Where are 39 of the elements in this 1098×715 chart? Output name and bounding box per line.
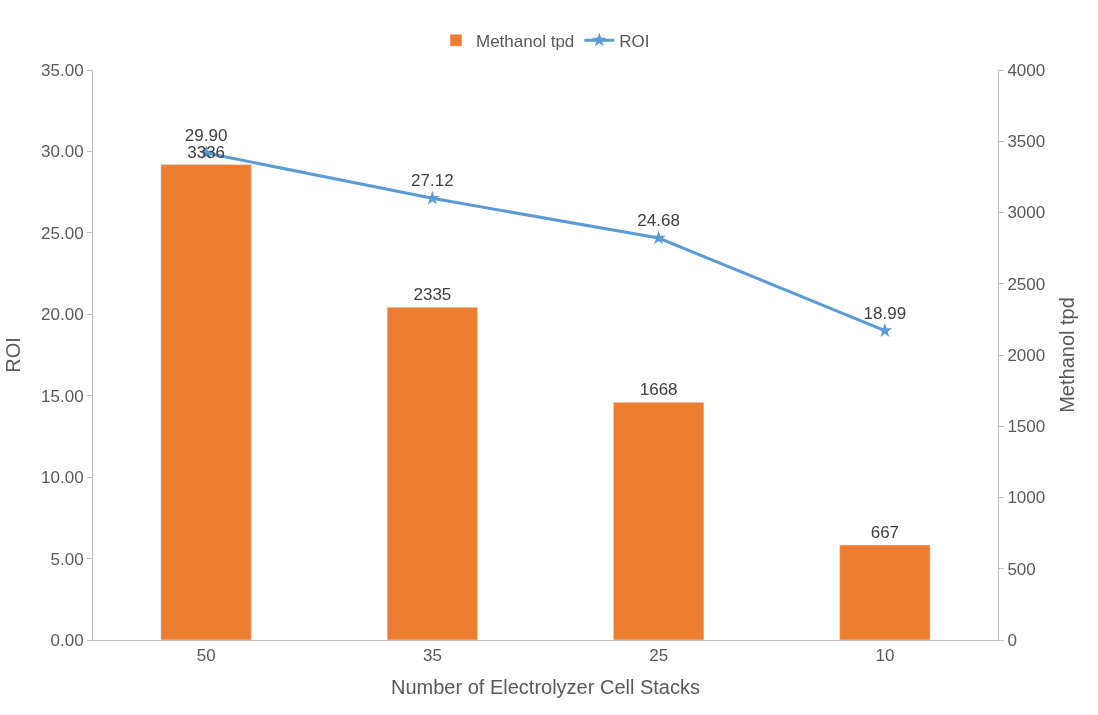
point xyxy=(877,323,893,337)
data-label: 29.90 xyxy=(184,125,228,145)
y2-tick-label: 2500 xyxy=(1007,274,1046,294)
legend-label: ROI xyxy=(619,31,650,51)
data-label: 1668 xyxy=(639,380,678,400)
y2-tick-label: 2000 xyxy=(1007,345,1046,365)
y2-tick-label: 3500 xyxy=(1007,132,1046,152)
y2-tick-label: 1000 xyxy=(1007,488,1046,508)
y-tick-label: 0.00 xyxy=(50,630,84,650)
y-tick-label: 25.00 xyxy=(41,223,84,243)
y2-axis-title: Methanol tpd xyxy=(1055,297,1078,413)
bar xyxy=(613,402,705,640)
y2-tick-label: 0 xyxy=(1007,630,1017,650)
data-label: 24.68 xyxy=(637,210,680,230)
x-tick-label: 25 xyxy=(649,646,669,666)
data-label: 667 xyxy=(870,522,900,542)
bar xyxy=(839,544,931,640)
y2-tick-label: 4000 xyxy=(1007,60,1046,80)
legend-label: Methanol tpd xyxy=(476,31,575,51)
x-tick-label: 35 xyxy=(422,646,442,666)
y2-tick-label: 1500 xyxy=(1007,417,1046,437)
y-tick-label: 15.00 xyxy=(41,386,84,406)
x-tick-label: 10 xyxy=(875,646,895,666)
y-tick-label: 5.00 xyxy=(50,549,84,569)
y2-tick-label: 500 xyxy=(1007,559,1036,579)
data-label: 2335 xyxy=(413,285,452,305)
y2-tick-label: 3000 xyxy=(1007,203,1046,223)
bar xyxy=(160,164,252,640)
bar xyxy=(386,307,478,640)
y-axis-title: ROI xyxy=(1,337,24,373)
data-label: 27.12 xyxy=(411,171,454,191)
y-tick-label: 20.00 xyxy=(41,305,84,325)
y-tick-label: 10.00 xyxy=(41,468,84,488)
point xyxy=(651,230,666,245)
y-tick-label: 35.00 xyxy=(41,60,84,80)
x-tick-label: 50 xyxy=(196,646,216,666)
data-label: 18.99 xyxy=(863,303,907,323)
x-axis-title: Number of Electrolyzer Cell Stacks xyxy=(391,675,700,698)
y-tick-label: 30.00 xyxy=(41,142,84,162)
